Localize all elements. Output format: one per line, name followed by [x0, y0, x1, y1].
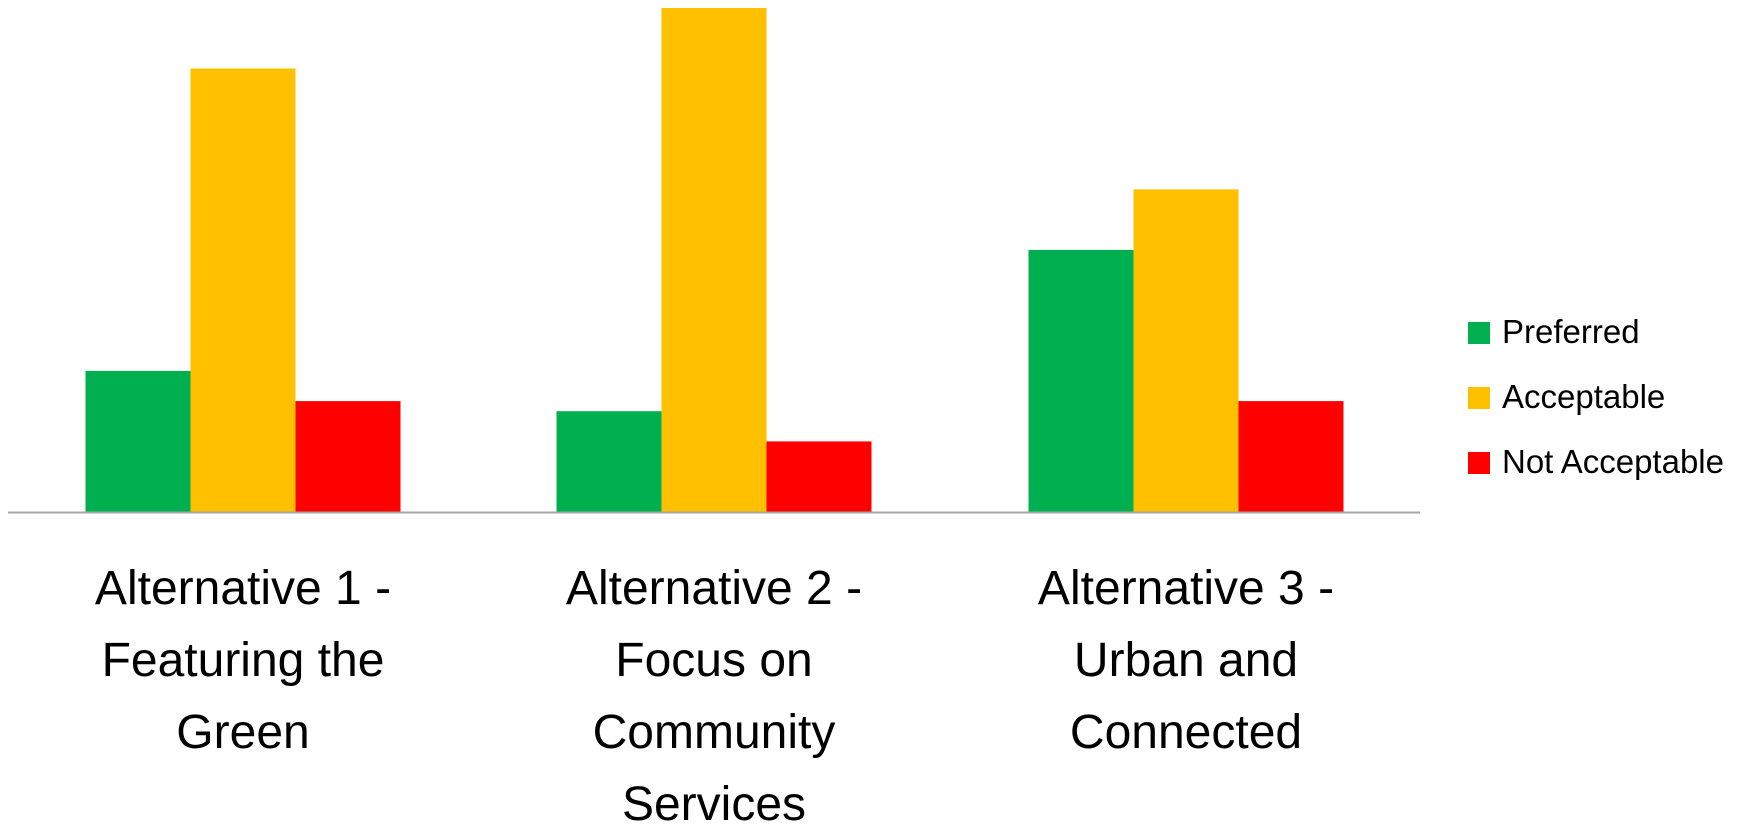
category-label-line: Featuring the — [102, 634, 385, 687]
bar-not-acceptable-1 — [295, 401, 401, 512]
legend-label: Preferred — [1502, 313, 1640, 350]
bar-not-acceptable-3 — [1238, 401, 1344, 512]
bar-preferred-1 — [85, 370, 191, 512]
category-label-line: Green — [176, 706, 309, 759]
category-label-line: Urban and — [1074, 634, 1298, 687]
category-label-line: Alternative 1 - — [95, 562, 391, 615]
category-label-line: Community — [593, 706, 836, 759]
category-label-2: Alternative 2 - Focus on Community Services — [566, 562, 862, 824]
category-label-line: Connected — [1070, 706, 1302, 759]
bar-preferred-2 — [556, 411, 662, 512]
category-label-1: Alternative 1 - Featuring the Green — [95, 562, 391, 759]
legend-swatch — [1468, 387, 1490, 409]
legend-item-not-acceptable: Not Acceptable — [1468, 443, 1724, 480]
bar-acceptable-3 — [1133, 189, 1239, 512]
legend-label: Not Acceptable — [1502, 443, 1724, 480]
legend-swatch — [1468, 322, 1490, 344]
category-labels: Alternative 1 -Featuring the GreenAlterna… — [95, 562, 1334, 824]
legend-item-acceptable: Acceptable — [1468, 378, 1665, 415]
legend: Preferred Acceptable Not Acceptable — [1468, 313, 1724, 480]
bar-preferred-3 — [1028, 249, 1134, 512]
legend-item-preferred: Preferred — [1468, 313, 1640, 350]
category-label-3: Alternative 3 - Urban and Connected — [1038, 562, 1334, 759]
category-label-line: Alternative 2 - — [566, 562, 862, 615]
bar-acceptable-2 — [661, 8, 767, 512]
bar-acceptable-1 — [190, 68, 296, 512]
category-label-line: Focus on — [615, 634, 812, 687]
legend-swatch — [1468, 452, 1490, 474]
category-label-line: Alternative 3 - — [1038, 562, 1334, 615]
bars — [85, 8, 1344, 512]
legend-label: Acceptable — [1502, 378, 1665, 415]
category-label-line: Services — [622, 778, 806, 824]
bar-not-acceptable-2 — [766, 441, 872, 512]
